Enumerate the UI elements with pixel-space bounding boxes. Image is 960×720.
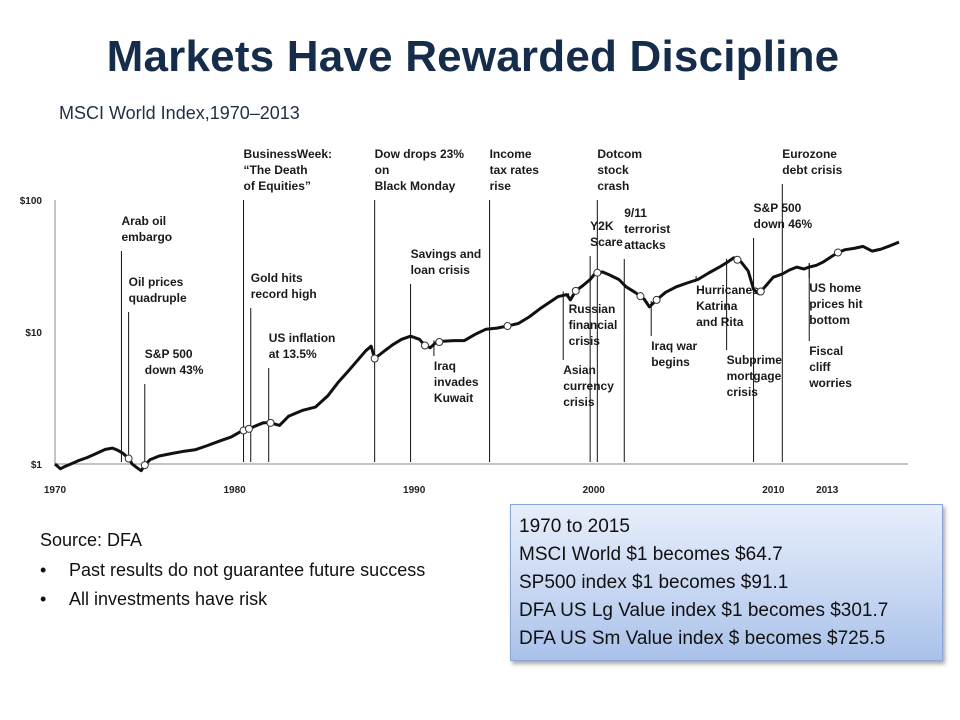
event-annotation: Gold hits record high — [251, 271, 317, 301]
event-annotation: Fiscal cliff worries — [808, 344, 852, 390]
event-annotation: Asian currency crisis — [563, 363, 614, 409]
event-marker — [244, 424, 253, 433]
event-marker — [571, 286, 580, 295]
stats-line: DFA US Lg Value index $1 becomes $301.7 — [519, 600, 889, 621]
x-tick-label: 1990 — [403, 485, 426, 496]
event-annotation: S&P 500 down 43% — [145, 347, 204, 377]
event-marker — [733, 255, 742, 264]
disclaimer-item: All investments have risk — [40, 588, 425, 617]
disclaimer-list: Past results do not guarantee future suc… — [40, 559, 425, 617]
y-tick-label: $1 — [31, 460, 43, 471]
event-marker — [420, 341, 429, 350]
event-annotation: 9/11 terrorist attacks — [624, 206, 670, 252]
event-marker — [140, 461, 149, 470]
event-marker — [593, 268, 602, 277]
event-annotation: BusinessWeek: “The Death of Equities” — [244, 147, 332, 193]
event-annotation: S&P 500 down 46% — [754, 201, 813, 231]
event-annotation: Iraq invades Kuwait — [434, 359, 479, 405]
page-title: Markets Have Rewarded Discipline — [106, 32, 840, 81]
event-marker — [266, 418, 275, 427]
event-annotation: US inflation at 13.5% — [269, 331, 336, 361]
event-annotation: Dotcom stock crash — [597, 147, 642, 193]
event-marker — [652, 295, 661, 304]
event-annotation: Subprimemortgagecrisis — [727, 353, 783, 399]
disclaimer-item: Past results do not guarantee future suc… — [40, 559, 425, 588]
x-tick-label: 2000 — [583, 485, 606, 496]
stats-line: DFA US Sm Value index $ becomes $725.5 — [519, 628, 886, 649]
index-line — [54, 240, 900, 473]
event-annotation: Hurricanes Katrina and Rita — [696, 283, 759, 329]
event-annotation: Arab oil embargo — [121, 214, 172, 244]
event-marker — [636, 292, 645, 301]
event-annotation: Y2K Scare — [590, 219, 623, 249]
event-marker — [124, 454, 133, 463]
stats-heading: 1970 to 2015 — [519, 516, 630, 537]
x-tick-label: 2013 — [816, 485, 839, 496]
event-marker — [435, 337, 444, 346]
x-tick-label: 1980 — [223, 485, 246, 496]
event-marker — [833, 248, 842, 257]
event-marker — [756, 287, 765, 296]
msci-world-chart: $1 $10 $100 1970 1980 1990 2000 2010 2013 Arab oi… — [20, 147, 908, 496]
event-annotation: Russian financial crisis — [569, 302, 618, 348]
event-annotation: Dow drops 23% on Black Monday — [375, 147, 465, 193]
growth-stats-box: 1970 to 2015 MSCI World $1 becomes $64.7… — [510, 504, 943, 661]
y-tick-label: $10 — [25, 328, 42, 339]
event-annotation: Income tax rates rise — [490, 147, 540, 193]
source-note: Source: DFA — [40, 530, 143, 550]
x-tick-label: 1970 — [44, 485, 67, 496]
chart-subtitle: MSCI World Index,1970–2013 — [59, 103, 300, 123]
event-annotation: Oil prices quadruple — [129, 275, 187, 305]
event-annotation: Iraq war begins — [651, 339, 697, 369]
stats-line: MSCI World $1 becomes $64.7 — [519, 544, 783, 565]
x-tick-label: 2010 — [762, 485, 785, 496]
event-marker — [503, 322, 512, 331]
event-annotation: US home prices hit bottom — [809, 281, 862, 327]
y-tick-label: $100 — [20, 196, 43, 207]
event-annotation: Savings and loan crisis — [411, 247, 482, 277]
event-annotation: Eurozone debt crisis — [782, 147, 842, 177]
event-marker — [370, 354, 379, 363]
stats-line: SP500 index $1 becomes $91.1 — [519, 572, 789, 593]
